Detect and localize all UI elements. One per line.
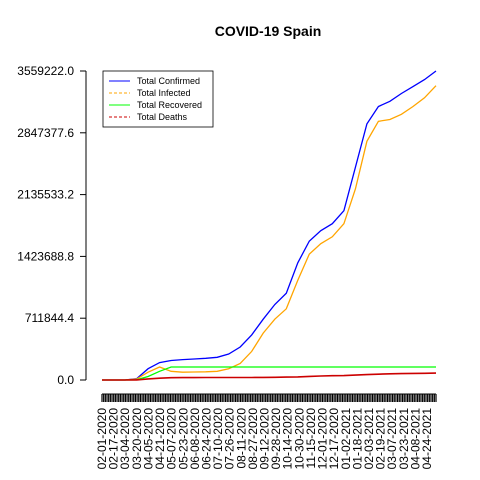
y-tick-label: 711844.4 [25, 311, 74, 325]
y-axis: 0.0 711844.4 1423688.8 2135533.2 2847377.6 35… [17, 64, 86, 387]
y-tick-label: 3559222.0 [17, 64, 74, 78]
legend-label: Total Deaths [137, 112, 188, 122]
legend-label: Total Confirmed [137, 76, 200, 86]
legend-label: Total Recovered [137, 100, 202, 110]
x-axis: 02-01-202002-17-202003-04-202003-20-2020… [95, 394, 436, 469]
x-tick-label: 04-24-2021 [420, 408, 434, 470]
y-tick-label: 2135533.2 [17, 188, 74, 202]
y-tick-label: 2847377.6 [17, 126, 74, 140]
chart-title: COVID-19 Spain [215, 23, 322, 39]
legend: Total Confirmed Total Infected Total Recov… [103, 71, 213, 127]
legend-label: Total Infected [137, 88, 191, 98]
series-line-1 [102, 86, 436, 380]
y-tick-label: 0.0 [57, 373, 74, 387]
y-tick-label: 1423688.8 [17, 249, 74, 263]
